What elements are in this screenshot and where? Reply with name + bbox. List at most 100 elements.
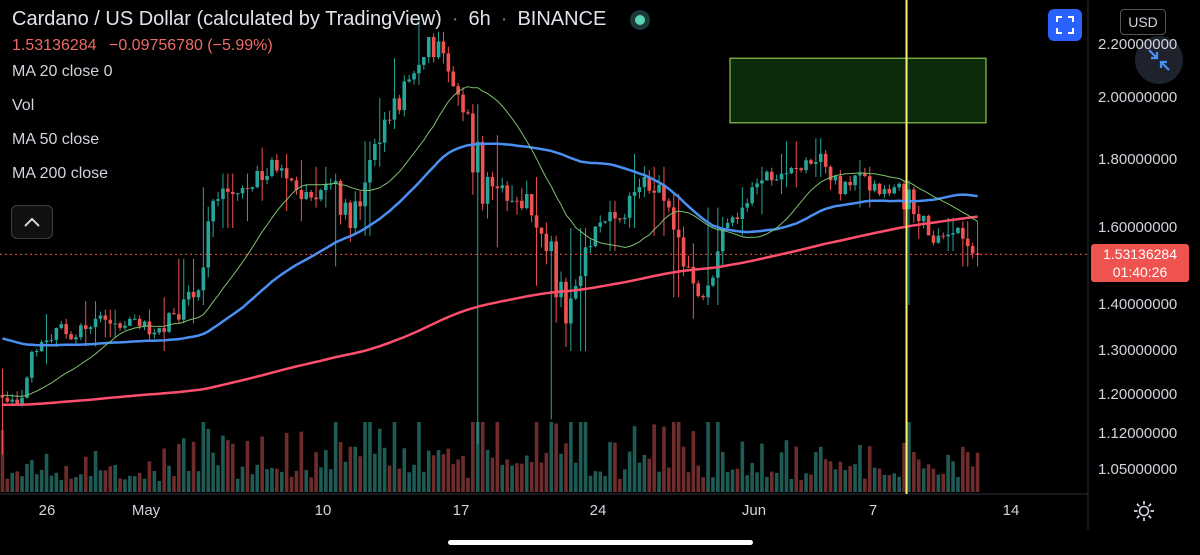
candle[interactable] <box>848 181 852 186</box>
candle[interactable] <box>769 171 774 181</box>
candle[interactable] <box>701 295 705 298</box>
candle[interactable] <box>230 191 235 194</box>
candle[interactable] <box>177 314 181 320</box>
candle[interactable] <box>397 98 402 111</box>
candle[interactable] <box>564 281 568 324</box>
candle[interactable] <box>921 215 926 222</box>
candle[interactable] <box>975 253 980 255</box>
candle[interactable] <box>289 178 294 181</box>
candle[interactable] <box>965 238 970 247</box>
candle[interactable] <box>877 183 882 194</box>
candle[interactable] <box>392 98 397 120</box>
candle[interactable] <box>309 192 313 198</box>
candle[interactable] <box>196 290 201 298</box>
candle[interactable] <box>216 199 220 201</box>
candle[interactable] <box>314 197 318 200</box>
candle[interactable] <box>79 325 83 338</box>
candle[interactable] <box>240 188 245 194</box>
candle[interactable] <box>774 179 779 181</box>
candle[interactable] <box>936 235 941 243</box>
candle[interactable] <box>49 339 54 341</box>
candle[interactable] <box>961 228 965 239</box>
candle[interactable] <box>103 315 108 320</box>
candle[interactable] <box>725 222 730 228</box>
indicator-volume[interactable]: Vol <box>12 97 35 114</box>
candle[interactable] <box>779 173 784 180</box>
candle[interactable] <box>524 194 529 209</box>
candle[interactable] <box>431 37 436 58</box>
candle[interactable] <box>495 186 500 189</box>
candle[interactable] <box>867 176 872 191</box>
candle[interactable] <box>622 217 627 220</box>
candle[interactable] <box>152 332 157 335</box>
candle[interactable] <box>593 226 598 247</box>
candle[interactable] <box>422 57 426 65</box>
candle[interactable] <box>211 200 215 222</box>
candle[interactable] <box>916 214 921 222</box>
candle[interactable] <box>0 395 5 398</box>
candle[interactable] <box>853 175 857 186</box>
candle[interactable] <box>142 321 147 327</box>
candle[interactable] <box>671 207 676 230</box>
currency-button[interactable]: USD <box>1120 9 1166 35</box>
candle[interactable] <box>637 187 642 193</box>
candle[interactable] <box>882 188 887 194</box>
candle[interactable] <box>191 291 196 298</box>
candle[interactable] <box>828 166 833 181</box>
candle[interactable] <box>5 397 10 402</box>
candle[interactable] <box>892 187 897 194</box>
candle[interactable] <box>157 328 162 333</box>
candle[interactable] <box>456 86 460 95</box>
candle[interactable] <box>461 94 465 113</box>
candle[interactable] <box>255 171 260 188</box>
candle[interactable] <box>554 241 558 298</box>
candle[interactable] <box>118 323 122 328</box>
interval-label[interactable]: 6h <box>468 8 491 30</box>
candle[interactable] <box>559 281 563 298</box>
candle[interactable] <box>887 188 892 194</box>
candle[interactable] <box>83 325 88 329</box>
candle[interactable] <box>784 173 789 175</box>
candle[interactable] <box>284 168 289 179</box>
candle[interactable] <box>88 327 93 329</box>
candle[interactable] <box>373 144 377 160</box>
shrink-button[interactable] <box>1135 36 1183 84</box>
candle[interactable] <box>382 119 387 143</box>
candle[interactable] <box>338 181 343 215</box>
candle[interactable] <box>863 173 867 177</box>
candle[interactable] <box>387 119 392 121</box>
candle[interactable] <box>823 153 828 167</box>
candle[interactable] <box>20 397 24 405</box>
candle[interactable] <box>618 218 622 220</box>
candle[interactable] <box>613 212 617 219</box>
candle[interactable] <box>686 266 691 268</box>
candle[interactable] <box>181 299 186 320</box>
candle[interactable] <box>520 200 524 209</box>
candle[interactable] <box>907 189 911 210</box>
symbol-name[interactable]: Cardano / US Dollar (calculated by Tradi… <box>12 8 442 30</box>
candle[interactable] <box>755 183 759 188</box>
candle[interactable] <box>838 176 843 194</box>
candle[interactable] <box>69 334 73 340</box>
candle[interactable] <box>485 177 490 204</box>
candle[interactable] <box>25 377 29 398</box>
candle[interactable] <box>505 185 509 201</box>
candle[interactable] <box>93 318 98 328</box>
candle[interactable] <box>54 328 59 340</box>
candle[interactable] <box>59 324 64 328</box>
candle[interactable] <box>441 41 446 54</box>
candle[interactable] <box>113 323 117 325</box>
candle[interactable] <box>451 71 456 87</box>
candle[interactable] <box>358 201 362 207</box>
candle[interactable] <box>711 277 715 286</box>
candle[interactable] <box>872 183 877 191</box>
candle[interactable] <box>245 188 250 190</box>
candle[interactable] <box>436 41 441 58</box>
candle[interactable] <box>809 160 813 164</box>
candle[interactable] <box>760 180 764 184</box>
candle[interactable] <box>598 222 603 227</box>
candle[interactable] <box>407 79 411 82</box>
candle[interactable] <box>471 113 475 173</box>
candle[interactable] <box>30 351 34 378</box>
